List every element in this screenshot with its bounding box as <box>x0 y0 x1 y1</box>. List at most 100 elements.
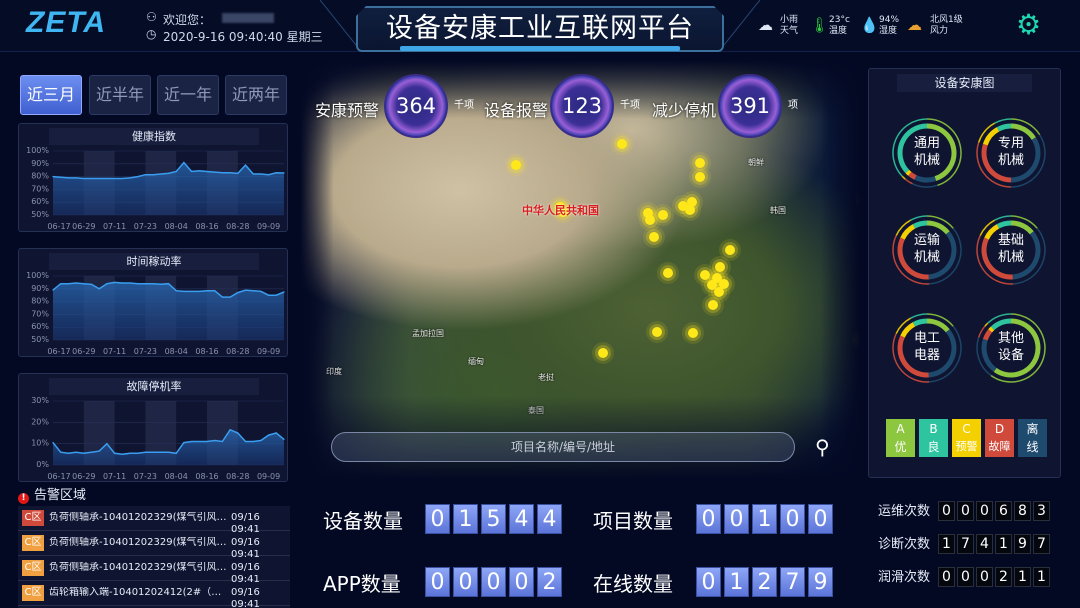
x-tick-label: 08-16 <box>195 222 218 231</box>
health-gauge[interactable]: 电工 电器 <box>891 312 963 384</box>
digit-box: 1 <box>724 567 749 597</box>
data-point <box>275 172 277 174</box>
data-point <box>175 290 177 292</box>
data-point <box>152 451 154 453</box>
data-point <box>98 177 100 180</box>
project-marker[interactable] <box>708 300 718 310</box>
logo: ZETA <box>26 6 107 39</box>
data-point <box>183 290 185 292</box>
data-point <box>83 177 85 180</box>
range-button-1[interactable]: 近半年 <box>89 75 151 115</box>
gauge-label: 专用 机械 <box>975 135 1047 169</box>
project-marker[interactable] <box>685 205 695 215</box>
range-button-0[interactable]: 近三月 <box>20 75 82 115</box>
project-marker[interactable] <box>719 279 729 289</box>
digit-box: 0 <box>808 504 833 534</box>
project-marker[interactable] <box>715 262 725 272</box>
project-marker[interactable] <box>652 327 662 337</box>
data-point <box>90 283 93 285</box>
data-point <box>67 177 69 179</box>
gauge-label: 运输 机械 <box>891 232 963 266</box>
map-label: 韩国 <box>770 206 786 215</box>
y-tick-label: 0% <box>36 460 49 469</box>
data-point <box>137 176 139 178</box>
data-point <box>152 174 154 176</box>
alert-header: ! 告警区域 <box>18 488 86 504</box>
project-marker[interactable] <box>695 158 705 168</box>
search-input[interactable]: 项目名称/编号/地址 <box>331 432 795 462</box>
project-marker[interactable] <box>858 335 860 345</box>
alert-row[interactable]: C区 负荷侧轴承-10401202329(煤气引风机电... 09/16 09:41 <box>18 506 290 535</box>
weather-wind: 北风1级 风力 <box>930 15 963 37</box>
search-icon[interactable]: ⚲ <box>815 435 830 459</box>
health-gauge[interactable]: 通用 机械 <box>891 117 963 189</box>
kpi-label: 减少停机 <box>652 101 717 120</box>
x-tick-label: 09-09 <box>257 347 280 356</box>
range-button-3[interactable]: 近两年 <box>225 75 287 115</box>
x-tick-label: 08-04 <box>165 347 188 356</box>
alert-list[interactable]: C区 负荷侧轴承-10401202329(煤气引风机电... 09/16 09:41… <box>18 506 290 608</box>
settings-gear-icon[interactable]: ⚙ <box>1016 8 1042 41</box>
donut-segment <box>929 325 962 383</box>
project-marker[interactable] <box>725 245 735 255</box>
x-tick-label: 06-29 <box>72 472 95 481</box>
digit-box: 1 <box>995 534 1012 554</box>
donut-segment <box>993 318 1041 378</box>
health-gauge[interactable]: 其他 设备 <box>975 312 1047 384</box>
donut-segment <box>904 178 913 185</box>
data-point <box>106 443 108 445</box>
alert-row[interactable]: C区 齿轮箱输入端-10401202412(2#（2V）... 09/16 09:4… <box>18 581 290 608</box>
alert-row[interactable]: C区 负荷侧轴承-10401202329(煤气引风机电... 09/16 09:41 <box>18 531 290 560</box>
health-gauge[interactable]: 运输 机械 <box>891 214 963 286</box>
legend-label: 良 <box>927 440 940 454</box>
project-marker[interactable] <box>695 172 705 182</box>
digit-box: 5 <box>481 504 506 534</box>
gauge-label-line: 专用 <box>997 136 1024 151</box>
gauge-label-line: 机械 <box>913 153 940 168</box>
data-point <box>268 294 270 296</box>
alert-text: 齿轮箱输入端-10401202412(2#（2V）... <box>49 587 227 598</box>
alert-row[interactable]: C区 负荷侧轴承-10401202329(煤气引风机电... 09/16 09:41 <box>18 556 290 585</box>
project-marker[interactable] <box>663 268 673 278</box>
data-point <box>67 283 69 285</box>
data-point <box>121 177 123 180</box>
y-tick-label: 60% <box>31 322 49 331</box>
project-marker[interactable] <box>645 215 655 225</box>
data-point <box>60 283 62 285</box>
gauge-label-line: 通用 <box>913 136 940 151</box>
wind-icon: ☁ <box>907 16 922 34</box>
project-marker[interactable] <box>700 270 710 280</box>
project-marker[interactable] <box>649 232 659 242</box>
map-label: 朝鲜 <box>748 158 764 167</box>
data-point <box>229 296 231 298</box>
y-tick-label: 90% <box>31 159 49 168</box>
project-marker[interactable] <box>688 328 698 338</box>
donut-segment <box>977 122 996 143</box>
digit-box: 0 <box>957 567 974 587</box>
project-marker[interactable] <box>598 348 608 358</box>
donut-segment <box>976 337 992 377</box>
digit-box: 0 <box>976 501 993 521</box>
health-gauge[interactable]: 专用 机械 <box>975 117 1047 189</box>
health-gauge[interactable]: 基础 机械 <box>975 214 1047 286</box>
digit-box: 1 <box>1014 567 1031 587</box>
legend-key: D <box>994 422 1005 436</box>
y-tick-label: 20% <box>31 417 49 426</box>
donut-segment <box>1010 220 1034 235</box>
chart-svg: 0% 10% 20% 30% 06-17 06-29 07-11 07-23 08-04 08-1… <box>31 396 285 481</box>
data-point <box>129 452 131 454</box>
project-marker[interactable] <box>617 139 627 149</box>
alert-text: 负荷侧轴承-10401202329(煤气引风机电... <box>49 537 227 548</box>
project-marker[interactable] <box>658 210 668 220</box>
alert-icon: ! <box>18 493 29 504</box>
data-point <box>206 170 208 173</box>
range-button-2[interactable]: 近一年 <box>157 75 219 115</box>
stat-label: 诊断次数 <box>878 537 931 552</box>
digit-box: 1 <box>1033 567 1050 587</box>
gauge-label: 其他 设备 <box>975 330 1047 364</box>
y-tick-label: 100% <box>26 271 49 280</box>
x-tick-label: 08-16 <box>195 347 218 356</box>
stat-label: 润滑次数 <box>878 570 931 585</box>
alert-time: 09/16 09:41 <box>231 562 260 585</box>
project-marker[interactable] <box>511 160 521 170</box>
